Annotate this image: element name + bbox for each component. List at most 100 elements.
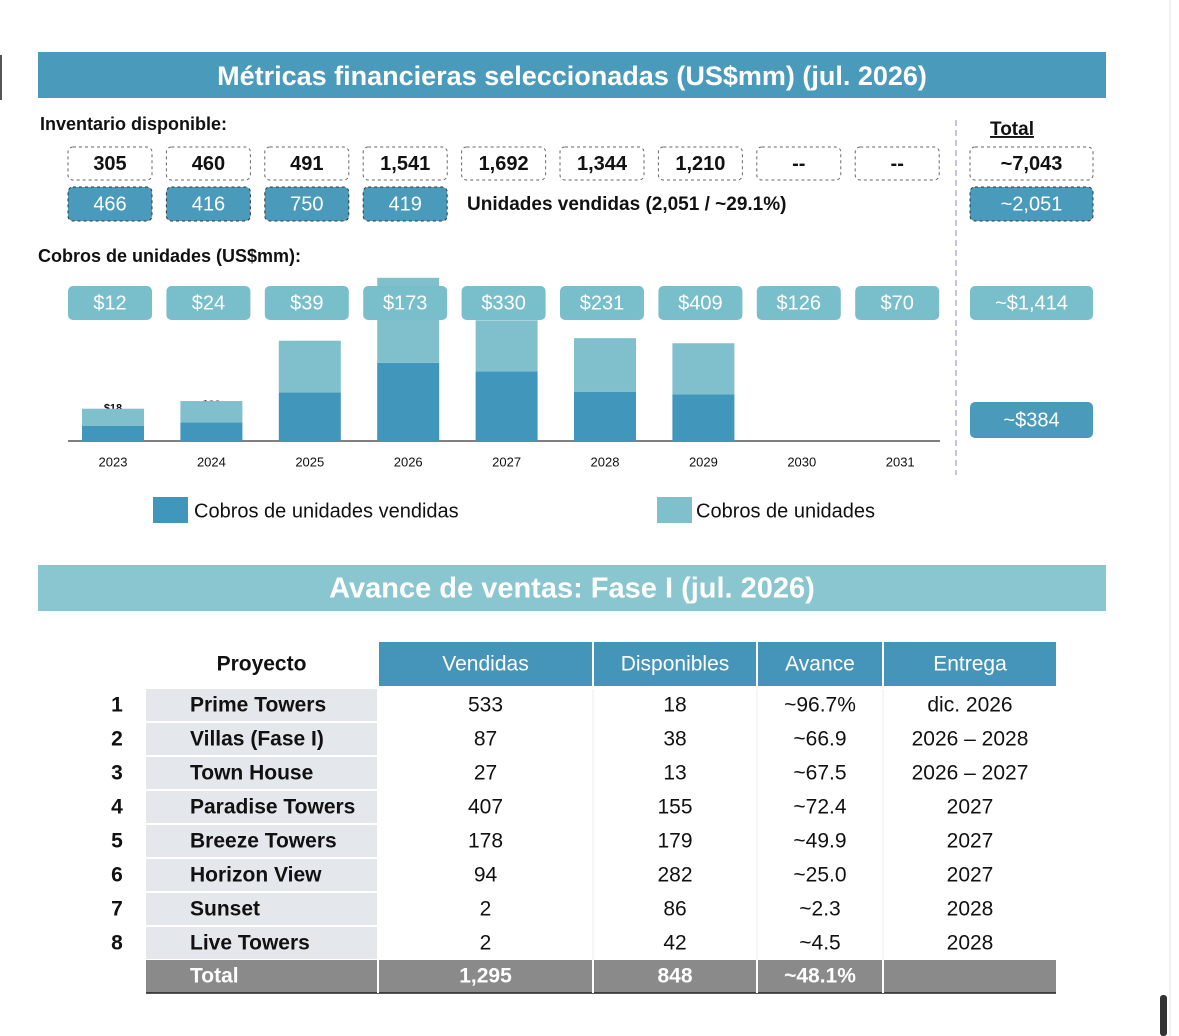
available-units-box bbox=[461, 146, 547, 181]
x-tick-label: 2029 bbox=[689, 454, 718, 469]
available-units: 491 bbox=[290, 153, 323, 175]
collection-box: $70 bbox=[881, 292, 914, 314]
available-units: 1,541 bbox=[380, 153, 430, 175]
x-tick-label: 2024 bbox=[197, 454, 226, 469]
available-units: 460 bbox=[192, 153, 225, 175]
collection-box-box bbox=[756, 286, 841, 320]
collection-total-box bbox=[970, 286, 1093, 320]
bar-segment bbox=[278, 340, 341, 393]
table-cell: 2026 – 2028 bbox=[912, 728, 1029, 751]
available-total: ~7,043 bbox=[1001, 153, 1063, 175]
table-cell: 86 bbox=[663, 898, 686, 921]
table-cell: ~2.3 bbox=[799, 898, 840, 921]
row-index: 6 bbox=[111, 864, 123, 887]
table-header-cell bbox=[884, 642, 1056, 686]
row-index: 2 bbox=[111, 728, 123, 751]
total-cell: ~48.1% bbox=[784, 965, 856, 988]
collection-box: $173 bbox=[383, 292, 428, 314]
total-label: Total bbox=[990, 119, 1034, 140]
collection-box: $12 bbox=[93, 292, 126, 314]
project-name: Paradise Towers bbox=[190, 796, 355, 819]
sold-collection-total-box bbox=[970, 402, 1093, 438]
project-name: Prime Towers bbox=[190, 694, 326, 717]
x-tick-label: 2026 bbox=[394, 454, 423, 469]
scrollbar[interactable] bbox=[1160, 995, 1167, 1036]
table-header: Avance bbox=[785, 653, 855, 676]
collection-box-box bbox=[461, 286, 546, 320]
total-cell: Total bbox=[190, 965, 239, 988]
collection-box-box bbox=[166, 286, 251, 320]
x-tick-label: 2023 bbox=[99, 454, 128, 469]
sold-units-box bbox=[165, 186, 251, 222]
table-cell: ~72.4 bbox=[793, 796, 846, 819]
header-title: Métricas financieras seleccionadas (US$m… bbox=[217, 61, 927, 91]
table-header: Vendidas bbox=[442, 653, 528, 676]
bar-segment bbox=[180, 422, 243, 441]
project-cell bbox=[146, 723, 377, 755]
table-cell: 2027 bbox=[947, 864, 994, 887]
project-name: Breeze Towers bbox=[190, 830, 337, 853]
table-cell: ~66.9 bbox=[793, 728, 846, 751]
table-cell: 178 bbox=[468, 830, 503, 853]
project-cell bbox=[146, 927, 377, 959]
bar-segment bbox=[672, 343, 735, 395]
collection-box-box bbox=[560, 286, 644, 320]
project-name: Live Towers bbox=[190, 932, 310, 955]
available-units-box bbox=[165, 146, 251, 181]
project-cell bbox=[146, 825, 377, 857]
collection-box: $39 bbox=[290, 292, 323, 314]
sold-total-box bbox=[969, 186, 1094, 222]
legend-label: Cobros de unidades vendidas bbox=[194, 500, 459, 522]
collection-box: $231 bbox=[580, 292, 625, 314]
available-units-box bbox=[67, 146, 153, 181]
table-cell: ~67.5 bbox=[793, 762, 846, 785]
sold-units: 750 bbox=[290, 193, 323, 215]
bar-segment bbox=[475, 320, 538, 372]
project-cell bbox=[146, 859, 377, 891]
available-units-box bbox=[854, 146, 940, 181]
row-index: 5 bbox=[111, 830, 123, 853]
project-cell bbox=[146, 757, 377, 789]
table-header-cell bbox=[379, 642, 592, 686]
collection-box-box bbox=[68, 286, 152, 320]
available-units: -- bbox=[891, 153, 904, 175]
table-cell: 407 bbox=[468, 796, 503, 819]
bar-segment bbox=[82, 408, 144, 426]
total-row bbox=[146, 960, 1056, 993]
table-title: Avance de ventas: Fase I (jul. 2026) bbox=[329, 573, 815, 605]
x-tick-label: 2030 bbox=[787, 454, 816, 469]
sold-units-box bbox=[362, 186, 448, 222]
collection-box: $126 bbox=[777, 292, 822, 314]
sold-total: ~2,051 bbox=[1001, 193, 1063, 215]
x-tick-label: 2025 bbox=[295, 454, 324, 469]
project-name: Town House bbox=[190, 762, 313, 785]
project-name: Horizon View bbox=[190, 864, 322, 887]
collection-box-box bbox=[264, 286, 349, 320]
collection-box: $24 bbox=[192, 292, 225, 314]
available-units: 1,692 bbox=[479, 153, 529, 175]
table-cell: 2028 bbox=[947, 932, 994, 955]
sold-units-box bbox=[264, 186, 350, 222]
bar-segment bbox=[180, 401, 243, 423]
project-name: Sunset bbox=[190, 898, 260, 921]
row-index: 7 bbox=[111, 898, 123, 921]
collection-box: $409 bbox=[678, 292, 723, 314]
available-total-box bbox=[969, 146, 1094, 181]
table-cell: 13 bbox=[663, 762, 686, 785]
row-index: 4 bbox=[111, 796, 123, 819]
bar-segment bbox=[574, 391, 636, 441]
row-index: 3 bbox=[111, 762, 123, 785]
sold-caption: Unidades vendidas (2,051 / ~29.1%) bbox=[467, 194, 786, 215]
table-cell: 2027 bbox=[947, 796, 994, 819]
legend-swatch bbox=[153, 497, 188, 523]
table-cell: 179 bbox=[657, 830, 692, 853]
x-tick-label: 2031 bbox=[886, 454, 915, 469]
available-units-box bbox=[362, 146, 448, 181]
table-header-cell bbox=[594, 642, 756, 686]
table-header: Disponibles bbox=[621, 653, 730, 676]
available-units-box bbox=[756, 146, 842, 181]
bar-segment bbox=[82, 425, 144, 441]
project-cell bbox=[146, 791, 377, 823]
table-cell: ~25.0 bbox=[793, 864, 846, 887]
